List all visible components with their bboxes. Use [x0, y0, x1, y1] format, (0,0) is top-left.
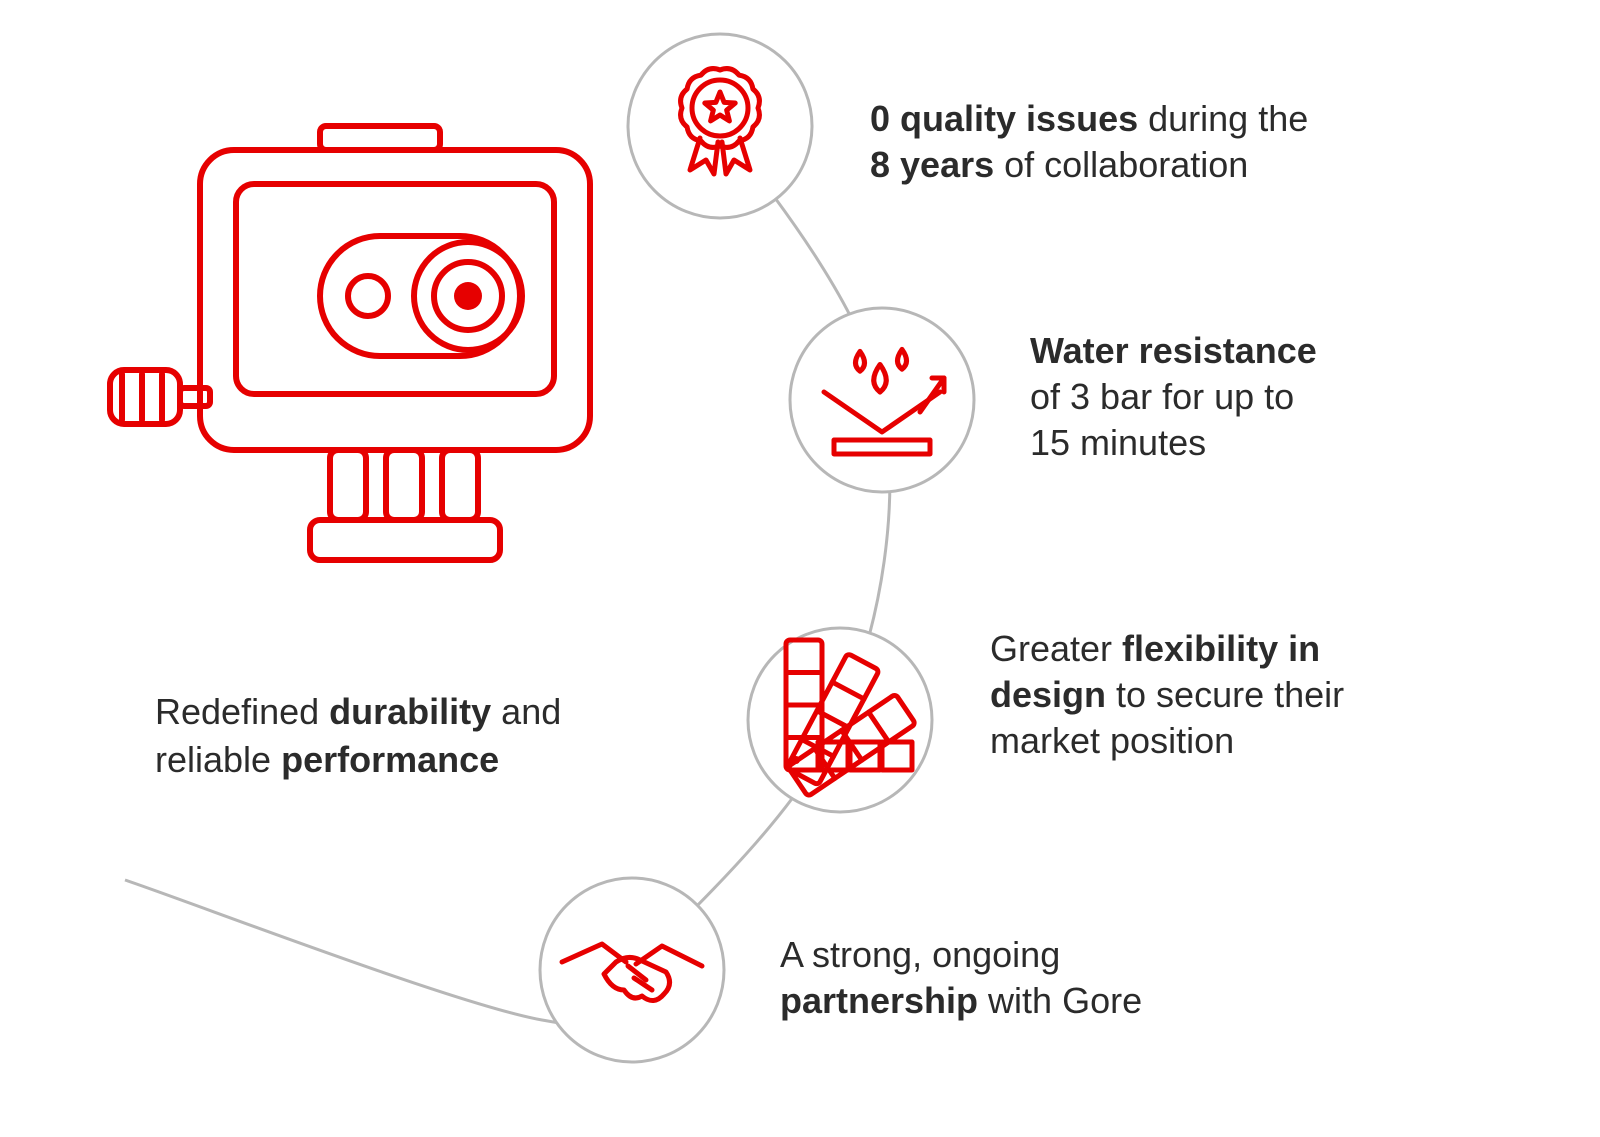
design-seg: market position [990, 720, 1234, 761]
hero-text-bold1: durability [329, 691, 491, 732]
quality-text: 0 quality issues during the 8 years of c… [870, 96, 1430, 188]
item-circles-group [540, 34, 974, 1062]
hero-text-bold2: performance [281, 739, 499, 780]
design-seg: design [990, 674, 1106, 715]
quality-seg: of collaboration [994, 144, 1248, 185]
quality-seg: 0 quality issues [870, 98, 1138, 139]
design-seg: to secure their [1106, 674, 1344, 715]
water-seg: of 3 bar for up to [1030, 376, 1294, 417]
water-seg: 15 minutes [1030, 422, 1206, 463]
design-circle [748, 628, 932, 812]
design-seg: flexibility in [1122, 628, 1320, 669]
hero-caption: Redefined durability and reliable perfor… [155, 688, 655, 784]
water-seg: Water resistance [1030, 330, 1317, 371]
connector-arc [125, 94, 890, 1026]
hero-text: Redefined [155, 691, 329, 732]
quality-seg: 8 years [870, 144, 994, 185]
partnership-seg: partnership [780, 980, 978, 1021]
camera-icon [110, 126, 590, 560]
design-text: Greater flexibility in design to secure t… [990, 626, 1460, 764]
partnership-seg: A strong, ongoing [780, 934, 1060, 975]
quality-circle [628, 34, 812, 218]
partnership-seg: with Gore [978, 980, 1142, 1021]
design-seg: Greater [990, 628, 1122, 669]
partnership-circle [540, 878, 724, 1062]
water-circle [790, 308, 974, 492]
water-text: Water resistance of 3 bar for up to 15 min… [1030, 328, 1460, 466]
quality-seg: during the [1138, 98, 1308, 139]
partnership-text: A strong, ongoing partnership with Gore [780, 932, 1280, 1024]
infographic-stage: Redefined durability and reliable perfor… [0, 0, 1600, 1137]
